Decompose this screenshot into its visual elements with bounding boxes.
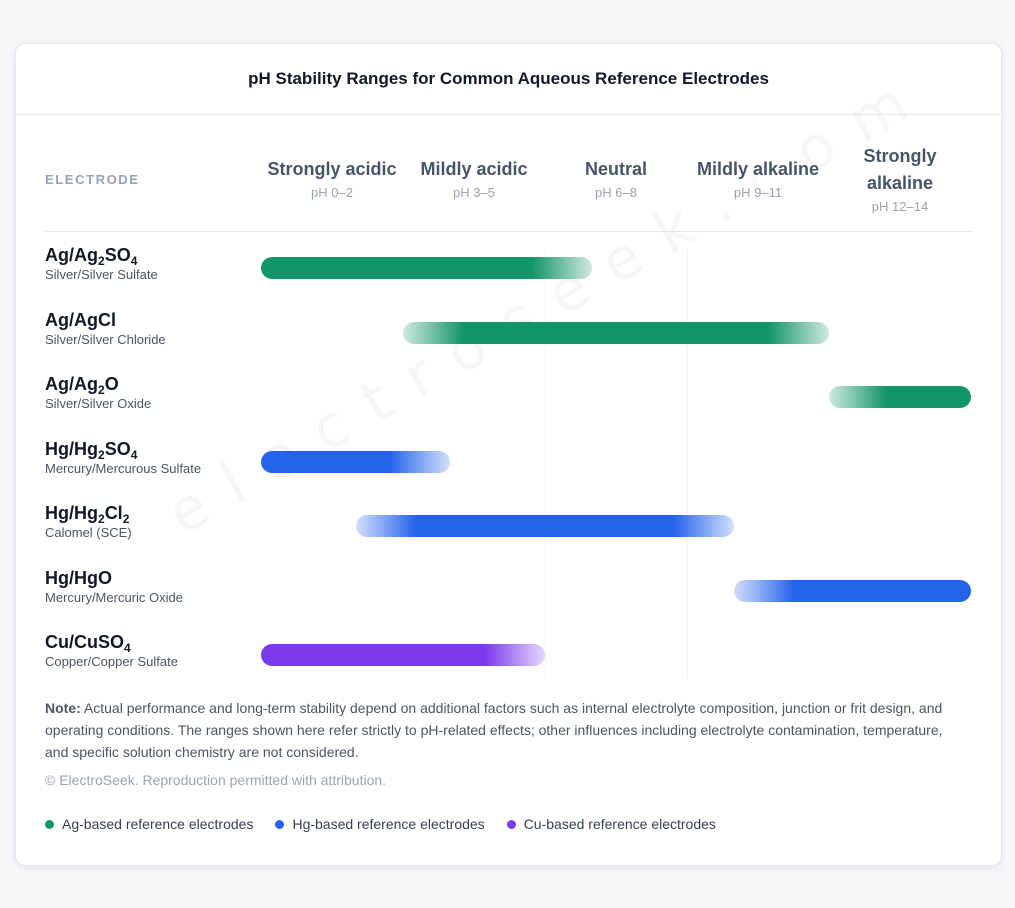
- column-ph-range: pH 0–2: [311, 185, 353, 200]
- legend-dot: [506, 819, 516, 829]
- row-label: Hg/HgO Mercury/Mercuric Oxide: [45, 567, 183, 605]
- column-ph-range: pH 12–14: [871, 199, 929, 214]
- legend-item-hg: Hg-based reference electrodes: [275, 816, 485, 832]
- range-bar-hg: [261, 450, 450, 473]
- electrode-formula: Cu/CuSO4: [45, 632, 131, 655]
- electrode-name: Silver/Silver Chloride: [45, 331, 166, 347]
- note-label: Note:: [45, 700, 81, 716]
- electrode-name: Mercury/Mercuric Oxide: [45, 589, 183, 605]
- legend-dot: [275, 819, 285, 829]
- column-ph-range: pH 6–8: [595, 185, 637, 200]
- electrode-name: Calomel (SCE): [45, 525, 132, 540]
- legend-label: Cu-based reference electrodes: [523, 816, 716, 832]
- row-label: Ag/AgCl Silver/Silver Chloride: [45, 309, 166, 347]
- header-divider: [45, 231, 972, 232]
- electrode-name: Copper/Copper Sulfate: [45, 654, 178, 669]
- electrode-formula: Ag/Ag2SO4: [45, 245, 138, 268]
- electrode-name: Silver/Silver Sulfate: [45, 267, 158, 282]
- column-header-2: Neutral pH 6–8: [546, 156, 686, 200]
- chart-header: pH Stability Ranges for Common Aqueous R…: [16, 44, 1001, 115]
- legend-label: Hg-based reference electrodes: [292, 816, 485, 832]
- grid-line: [687, 249, 688, 679]
- legend-item-ag: Ag-based reference electrodes: [45, 816, 253, 832]
- column-label: Mildly acidic: [420, 159, 528, 179]
- legend: Ag-based reference electrodes Hg-based re…: [45, 816, 716, 832]
- electrode-formula: Hg/HgO: [45, 567, 112, 588]
- column-header-3: Mildly alkaline pH 9–11: [688, 156, 828, 200]
- electrode-formula: Hg/Hg2SO4: [45, 438, 138, 462]
- legend-item-cu: Cu-based reference electrodes: [506, 816, 716, 832]
- range-bar-hg: [356, 515, 734, 537]
- chart-card: pH Stability Ranges for Common Aqueous R…: [15, 43, 1002, 866]
- column-label: Strongly alkaline: [863, 146, 937, 193]
- row-label: Cu/CuSO4 Copper/Copper Sulfate: [45, 631, 178, 669]
- row-label: Ag/Ag2O Silver/Silver Oxide: [45, 373, 151, 411]
- column-ph-range: pH 3–5: [453, 185, 495, 200]
- note-text: Actual performance and long-term stabili…: [45, 700, 943, 760]
- column-label: Strongly acidic: [267, 159, 397, 179]
- range-bar-hg: [733, 579, 971, 602]
- range-bar-ag: [403, 321, 829, 344]
- grid-line: [545, 249, 546, 679]
- chart-title: pH Stability Ranges for Common Aqueous R…: [248, 69, 769, 88]
- legend-dot: [45, 819, 54, 829]
- row-label: Hg/Hg2SO4 Mercury/Mercurous Sulfate: [45, 438, 201, 476]
- column-label: Mildly alkaline: [696, 159, 820, 179]
- electrode-formula: Hg/Hg2Cl2: [45, 503, 130, 526]
- electrode-name: Mercury/Mercurous Sulfate: [45, 460, 202, 476]
- range-bar-cu: [261, 644, 545, 666]
- column-label: Neutral: [584, 159, 647, 179]
- column-ph-range: pH 9–11: [733, 185, 783, 200]
- range-bar-ag: [829, 386, 971, 408]
- electrode-column-header: ELECTRODE: [45, 172, 140, 187]
- electrode-formula: Ag/Ag2O: [45, 374, 119, 397]
- footnote: Note: Actual performance and long-term s…: [45, 697, 965, 763]
- range-bar-ag: [261, 257, 592, 279]
- legend-label: Ag-based reference electrodes: [62, 816, 254, 832]
- column-header-1: Mildly acidic pH 3–5: [404, 156, 544, 200]
- row-label: Ag/Ag2SO4 Silver/Silver Sulfate: [45, 244, 158, 282]
- electrode-name: Silver/Silver Oxide: [45, 396, 152, 411]
- electrode-formula: Ag/AgCl: [45, 309, 116, 330]
- copyright: © ElectroSeek. Reproduction permitted wi…: [45, 772, 387, 788]
- column-header-4: Strongly alkaline pH 12–14: [845, 143, 955, 214]
- row-label: Hg/Hg2Cl2 Calomel (SCE): [45, 502, 132, 540]
- column-header-0: Strongly acidic pH 0–2: [262, 156, 402, 200]
